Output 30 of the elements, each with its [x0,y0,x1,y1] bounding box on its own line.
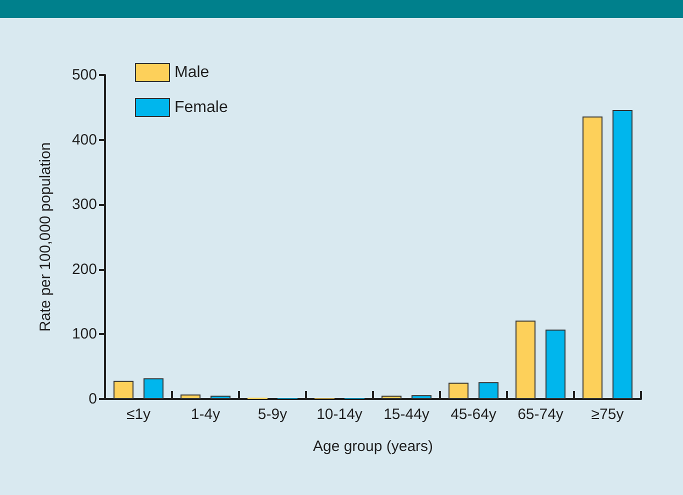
bar [546,330,566,399]
legend-label: Male [174,64,210,81]
bar [516,320,536,399]
legend-label: Female [174,99,228,116]
y-tick-label: 300 [72,196,97,214]
bar [144,378,164,399]
y-tick-label: 400 [72,131,97,148]
y-tick-label: 200 [72,260,97,278]
x-tick-label: 65-74y [518,406,564,423]
y-tick-label: 100 [72,326,97,343]
bar [582,116,602,399]
bar [180,394,200,399]
x-tick-label: ≤1y [126,406,152,423]
x-tick-label: 1-4y [190,406,221,423]
x-axis-title: Age group (years) [312,438,434,455]
y-axis-title: Rate per 100,000 population [37,142,54,332]
y-tick-label: 500 [72,66,97,84]
x-tick-label: ≥75y [591,406,624,423]
x-tick-label: 15-44y [384,406,430,423]
y-tick-label: 0 [88,390,97,408]
x-tick-label: 10-14y [316,406,363,423]
bar [448,382,468,399]
bar [114,380,134,399]
x-tick-label: 45-64y [450,406,497,423]
bar [612,110,632,399]
bar [412,395,432,399]
bar [478,382,498,399]
bar [382,396,402,399]
bar [210,396,230,399]
x-tick-label: 5-9y [258,406,288,423]
